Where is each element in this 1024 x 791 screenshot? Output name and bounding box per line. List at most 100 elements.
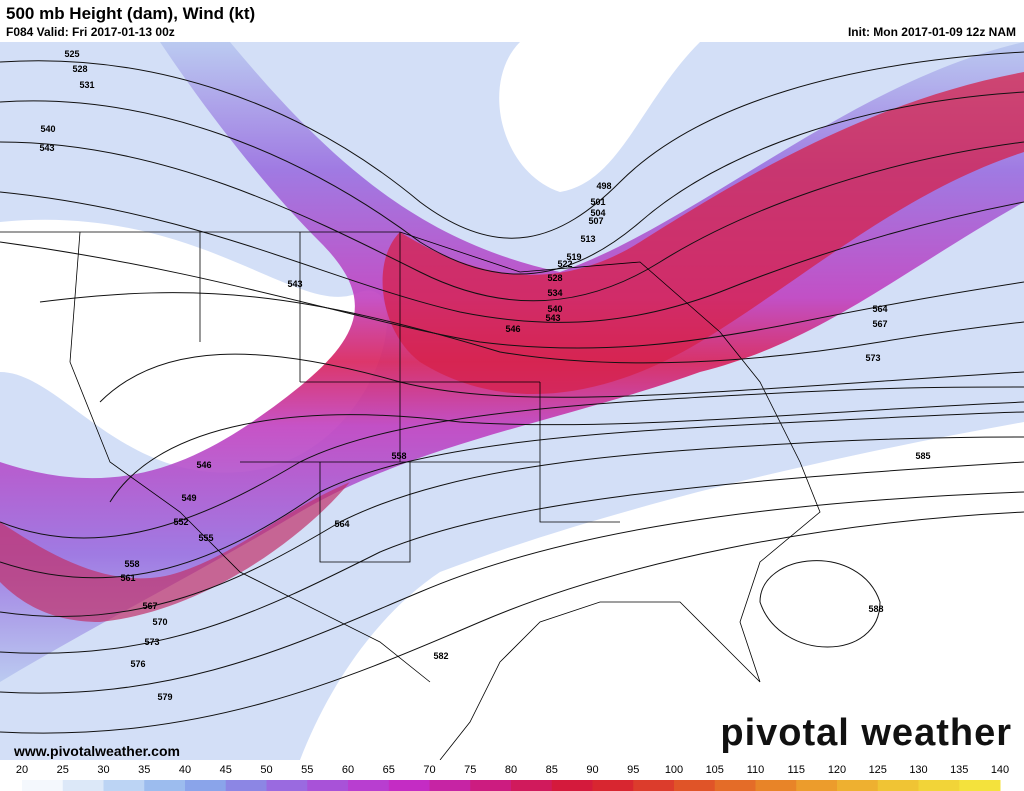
height-label: 540 [547,304,562,314]
height-label: 528 [547,273,562,283]
colorbar-label: 140 [991,764,1009,776]
colorbar-label: 115 [787,764,805,776]
height-label: 543 [287,279,302,289]
height-label: 522 [557,259,572,269]
height-label: 525 [64,49,79,59]
colorbar-label: 130 [909,764,927,776]
colorbar-segment [348,780,390,791]
logo: pivotal weather [720,712,1012,754]
colorbar-label: 45 [220,764,232,776]
colorbar-label: 90 [586,764,598,776]
height-label: 546 [505,324,520,334]
colorbar-segment [633,780,675,791]
valid-time: F084 Valid: Fri 2017-01-13 00z [6,25,175,39]
colorbar-segment [144,780,186,791]
height-label: 573 [144,637,159,647]
colorbar-segment [22,780,64,791]
colorbar-segment [511,780,553,791]
init-time: Init: Mon 2017-01-09 12z NAM [847,25,1016,39]
height-label: 543 [545,313,560,323]
height-label: 543 [39,143,54,153]
colorbar-label: 95 [627,764,639,776]
website-url: www.pivotalweather.com [14,743,180,759]
colorbar-label: 20 [16,764,28,776]
colorbar-segment [959,780,1001,791]
colorbar-label: 100 [665,764,683,776]
colorbar-label: 40 [179,764,191,776]
height-label: 579 [157,692,172,702]
height-label: 570 [152,617,167,627]
colorbar-segment [837,780,879,791]
height-label: 540 [40,124,55,134]
colorbar-label: 35 [138,764,150,776]
colorbar-segment [470,780,512,791]
colorbar-label: 75 [464,764,476,776]
colorbar-label: 25 [57,764,69,776]
height-label: 519 [566,252,581,262]
colorbar-label: 60 [342,764,354,776]
colorbar-segment [307,780,349,791]
height-label: 546 [196,460,211,470]
height-label: 534 [547,288,562,298]
height-label: 501 [590,197,605,207]
colorbar-label: 50 [260,764,272,776]
colorbar-segment [266,780,308,791]
height-label: 558 [124,559,139,569]
colorbar-label: 135 [950,764,968,776]
colorbar-segment [225,780,267,791]
height-label: 567 [142,601,157,611]
weather-map: 5255285315405434985015045075135195225285… [0,42,1024,760]
calm-area [499,42,700,192]
height-label: 558 [391,451,406,461]
colorbar-label: 110 [747,764,765,776]
height-label: 567 [872,319,887,329]
colorbar-label: 85 [546,764,558,776]
height-label: 507 [588,216,603,226]
colorbar-segment [388,780,430,791]
colorbar-label: 80 [505,764,517,776]
colorbar-segment [796,780,838,791]
height-label: 564 [872,304,887,314]
colorbar-segment [877,780,919,791]
colorbar-label: 30 [97,764,109,776]
colorbar-label: 65 [383,764,395,776]
colorbar-label: 70 [423,764,435,776]
height-label: 549 [181,493,196,503]
height-label: 555 [198,533,213,543]
colorbar-label: 125 [869,764,887,776]
colorbar-segment [918,780,960,791]
height-label: 531 [79,80,94,90]
height-label: 576 [130,659,145,669]
colorbar-segment [62,780,104,791]
map-title: 500 mb Height (dam), Wind (kt) [6,4,256,23]
colorbar-segment [755,780,797,791]
height-label: 585 [915,451,930,461]
jet-core [382,72,1024,394]
height-label: 561 [120,573,135,583]
colorbar: 20 25 30 35 40 45 50 55 60 65 70 75 80 85 90 95 100 105 11… [16,764,1009,791]
colorbar-segment [551,780,593,791]
colorbar-segment [592,780,634,791]
jet-core [0,482,350,622]
height-label: 528 [72,64,87,74]
colorbar-label: 105 [706,764,724,776]
height-label: 504 [590,208,605,218]
height-label: 573 [865,353,880,363]
height-label: 552 [173,517,188,527]
height-label: 498 [596,181,611,191]
colorbar-segment [674,780,716,791]
height-contours [0,51,1024,734]
colorbar-segment [185,780,227,791]
height-label: 588 [868,604,883,614]
calm-area [300,422,1024,760]
height-label: 513 [580,234,595,244]
colorbar-label: 55 [301,764,313,776]
borders [0,231,821,760]
colorbar-label: 120 [828,764,846,776]
height-label: 564 [334,519,349,529]
colorbar-segment [429,780,471,791]
colorbar-segment [714,780,756,791]
height-labels: 5255285315405434985015045075135195225285… [39,49,930,702]
colorbar-segment [103,780,145,791]
